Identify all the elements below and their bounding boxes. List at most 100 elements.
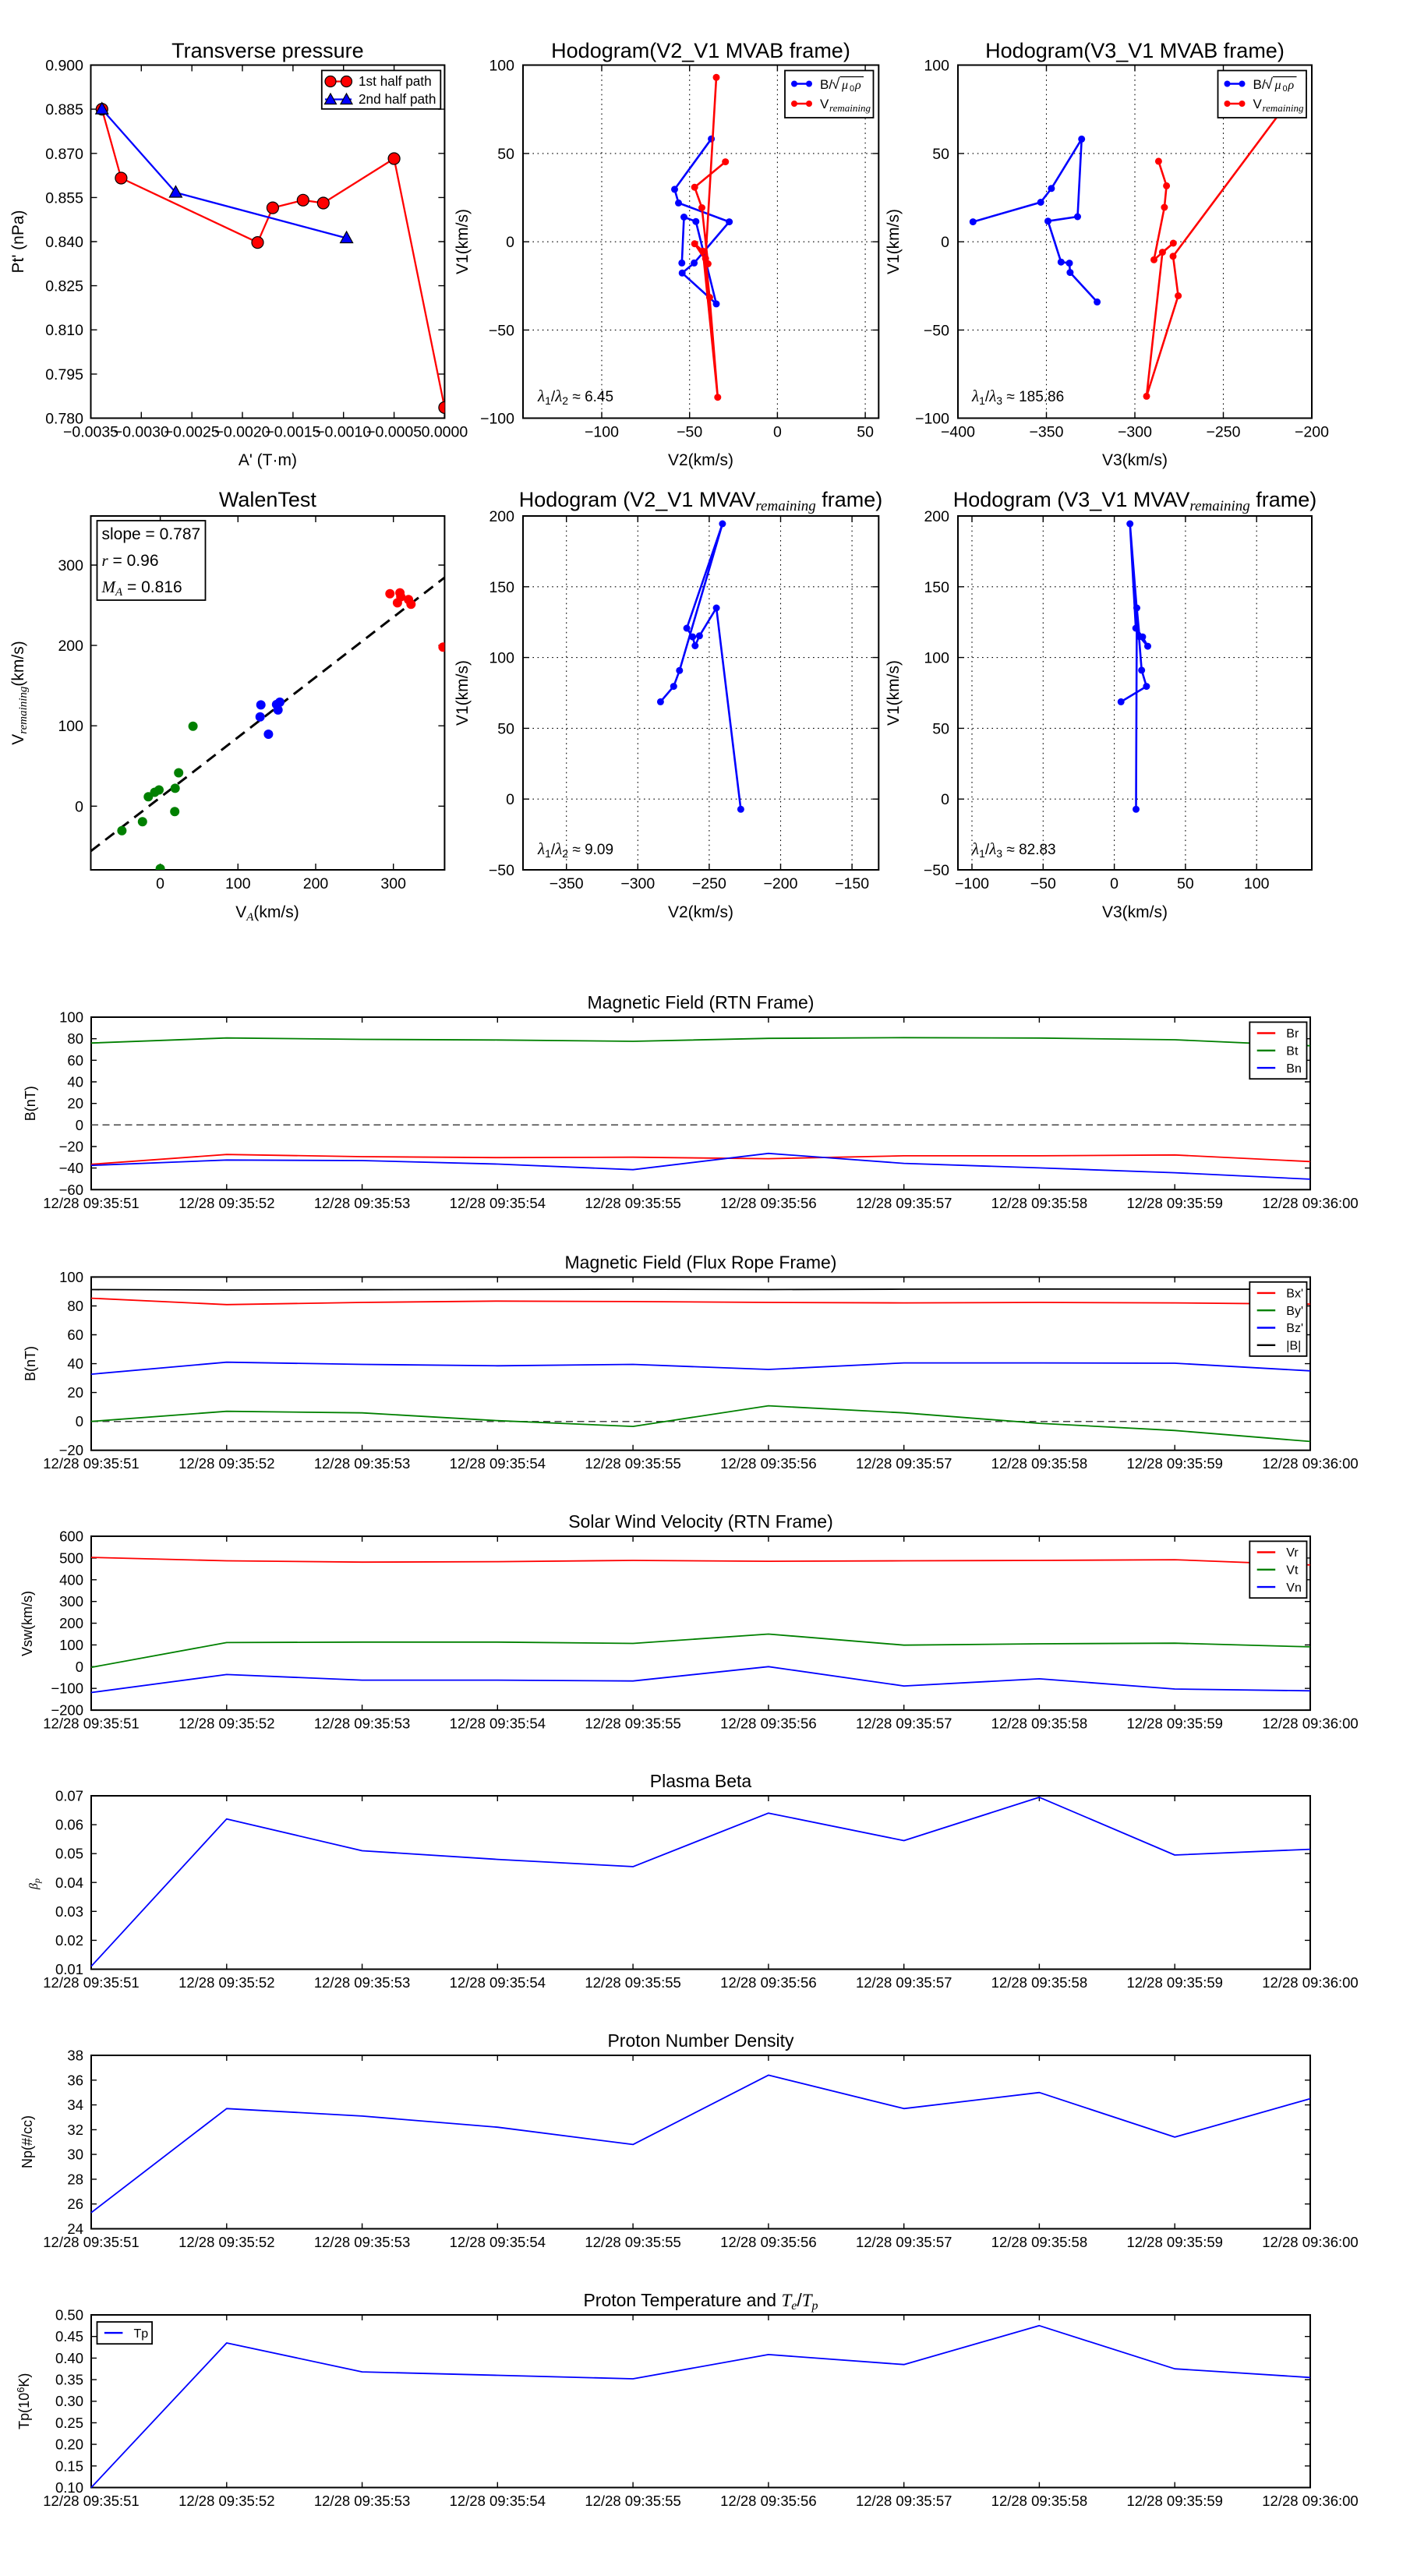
svg-text:20: 20 — [67, 1384, 83, 1401]
svg-text:Hodogram (V3_V1 MVAVremaining: Hodogram (V3_V1 MVAVremaining frame) — [953, 488, 1317, 514]
svg-text:12/28 09:35:57: 12/28 09:35:57 — [856, 1974, 952, 1991]
svg-text:0: 0 — [941, 791, 949, 808]
svg-text:0.870: 0.870 — [45, 146, 83, 163]
svg-text:−60: −60 — [59, 1182, 83, 1198]
svg-text:V: V — [820, 97, 829, 111]
svg-text:−100: −100 — [51, 1680, 83, 1697]
svg-text:200: 200 — [303, 875, 329, 892]
svg-text:500: 500 — [59, 1549, 83, 1566]
svg-text:12/28 09:35:54: 12/28 09:35:54 — [450, 2234, 546, 2250]
svg-text:ρ: ρ — [1288, 79, 1295, 92]
svg-text:50: 50 — [497, 720, 514, 737]
svg-text:12/28 09:35:52: 12/28 09:35:52 — [178, 2493, 274, 2509]
svg-text:V3(km/s): V3(km/s) — [1102, 903, 1168, 921]
svg-text:V1(km/s): V1(km/s) — [454, 209, 472, 274]
svg-text:32: 32 — [67, 2122, 83, 2138]
svg-text:12/28 09:35:57: 12/28 09:35:57 — [856, 2234, 952, 2250]
svg-text:12/28 09:35:57: 12/28 09:35:57 — [856, 1195, 952, 1211]
svg-text:Magnetic Field (RTN Frame): Magnetic Field (RTN Frame) — [588, 992, 815, 1012]
svg-text:36: 36 — [67, 2072, 83, 2088]
svg-text:√: √ — [1265, 76, 1274, 93]
svg-text:0.795: 0.795 — [45, 366, 83, 383]
svg-text:60: 60 — [67, 1052, 83, 1069]
svg-text:−20: −20 — [59, 1139, 83, 1155]
svg-text:Hodogram(V3_V1 MVAB frame): Hodogram(V3_V1 MVAB frame) — [985, 39, 1285, 62]
svg-text:−50: −50 — [489, 322, 514, 339]
svg-text:12/28 09:35:53: 12/28 09:35:53 — [314, 1716, 410, 1732]
svg-text:12/28 09:35:52: 12/28 09:35:52 — [178, 1716, 274, 1732]
svg-text:0.900: 0.900 — [45, 58, 83, 75]
svg-text:100: 100 — [1244, 875, 1270, 892]
svg-text:12/28 09:35:51: 12/28 09:35:51 — [43, 2493, 139, 2509]
svg-text:0.06: 0.06 — [55, 1817, 83, 1833]
svg-text:100: 100 — [489, 650, 514, 667]
svg-text:V: V — [1253, 97, 1263, 111]
svg-text:−150: −150 — [835, 875, 869, 892]
svg-text:Hodogram(V2_V1 MVAB frame): Hodogram(V2_V1 MVAB frame) — [551, 39, 850, 62]
svg-text:12/28 09:35:57: 12/28 09:35:57 — [856, 2493, 952, 2509]
svg-text:WalenTest: WalenTest — [219, 488, 317, 511]
svg-text:12/28 09:35:54: 12/28 09:35:54 — [450, 1455, 546, 1472]
svg-text:40: 40 — [67, 1355, 83, 1372]
svg-text:MA = 0.816: MA = 0.816 — [101, 578, 182, 599]
svg-text:12/28 09:35:55: 12/28 09:35:55 — [585, 2493, 680, 2509]
svg-text:0: 0 — [850, 84, 854, 94]
svg-text:−100: −100 — [955, 875, 989, 892]
svg-text:VA(km/s): VA(km/s) — [235, 903, 299, 924]
svg-text:600: 600 — [59, 1528, 83, 1545]
svg-text:12/28 09:35:58: 12/28 09:35:58 — [991, 2493, 1087, 2509]
svg-text:12/28 09:35:51: 12/28 09:35:51 — [43, 1455, 139, 1472]
svg-text:12/28 09:35:59: 12/28 09:35:59 — [1126, 1195, 1222, 1211]
svg-text:300: 300 — [58, 557, 83, 574]
svg-text:0: 0 — [1283, 84, 1288, 94]
svg-text:A' (T·m): A' (T·m) — [239, 451, 297, 469]
svg-text:Solar Wind Velocity (RTN Frame: Solar Wind Velocity (RTN Frame) — [568, 1511, 833, 1532]
svg-text:Vsw(km/s): Vsw(km/s) — [19, 1591, 35, 1656]
svg-text:12/28 09:35:52: 12/28 09:35:52 — [178, 1455, 274, 1472]
svg-text:Vt: Vt — [1286, 1564, 1299, 1578]
svg-text:20: 20 — [67, 1095, 83, 1111]
svg-text:remaining: remaining — [829, 102, 871, 114]
svg-text:0: 0 — [156, 875, 164, 892]
svg-text:0.50: 0.50 — [55, 2307, 83, 2323]
svg-text:−350: −350 — [1030, 424, 1064, 441]
svg-text:12/28 09:35:59: 12/28 09:35:59 — [1126, 1716, 1222, 1732]
svg-text:0: 0 — [506, 234, 514, 251]
svg-text:μ: μ — [1274, 79, 1281, 92]
svg-text:100: 100 — [59, 1009, 83, 1026]
svg-text:−50: −50 — [1030, 875, 1056, 892]
svg-text:60: 60 — [67, 1327, 83, 1343]
svg-text:Bn: Bn — [1286, 1062, 1302, 1076]
svg-text:0: 0 — [941, 234, 949, 251]
svg-text:150: 150 — [924, 579, 949, 596]
svg-text:12/28 09:35:51: 12/28 09:35:51 — [43, 1195, 139, 1211]
svg-text:12/28 09:35:57: 12/28 09:35:57 — [856, 1716, 952, 1732]
svg-text:34: 34 — [67, 2097, 83, 2113]
svg-text:2nd half path: 2nd half path — [359, 91, 436, 107]
svg-text:12/28 09:35:54: 12/28 09:35:54 — [450, 2493, 546, 2509]
svg-text:−0.0035: −0.0035 — [63, 424, 118, 441]
svg-text:−300: −300 — [620, 875, 655, 892]
svg-text:0: 0 — [76, 1413, 83, 1429]
svg-text:100: 100 — [924, 58, 949, 75]
svg-text:Bt: Bt — [1286, 1045, 1299, 1058]
svg-text:100: 100 — [924, 650, 949, 667]
svg-text:0.825: 0.825 — [45, 278, 83, 295]
svg-text:0.840: 0.840 — [45, 234, 83, 251]
svg-text:12/28 09:36:00: 12/28 09:36:00 — [1262, 1195, 1358, 1211]
svg-text:Vr: Vr — [1286, 1546, 1299, 1560]
svg-text:Pt' (nPa): Pt' (nPa) — [9, 210, 27, 273]
svg-text:12/28 09:35:53: 12/28 09:35:53 — [314, 1974, 410, 1991]
svg-text:12/28 09:35:57: 12/28 09:35:57 — [856, 1455, 952, 1472]
svg-text:Vremaining(km/s): Vremaining(km/s) — [9, 641, 30, 744]
svg-text:0.855: 0.855 — [45, 189, 83, 207]
svg-text:Magnetic Field (Flux Rope Fram: Magnetic Field (Flux Rope Frame) — [565, 1252, 837, 1272]
svg-text:−200: −200 — [51, 1702, 83, 1719]
svg-text:12/28 09:35:58: 12/28 09:35:58 — [991, 1455, 1087, 1472]
svg-text:remaining: remaining — [1263, 102, 1304, 114]
svg-text:−400: −400 — [941, 424, 975, 441]
svg-text:0.07: 0.07 — [55, 1788, 83, 1804]
svg-text:12/28 09:36:00: 12/28 09:36:00 — [1262, 2493, 1358, 2509]
svg-text:300: 300 — [59, 1593, 83, 1610]
svg-text:−20: −20 — [59, 1442, 83, 1458]
